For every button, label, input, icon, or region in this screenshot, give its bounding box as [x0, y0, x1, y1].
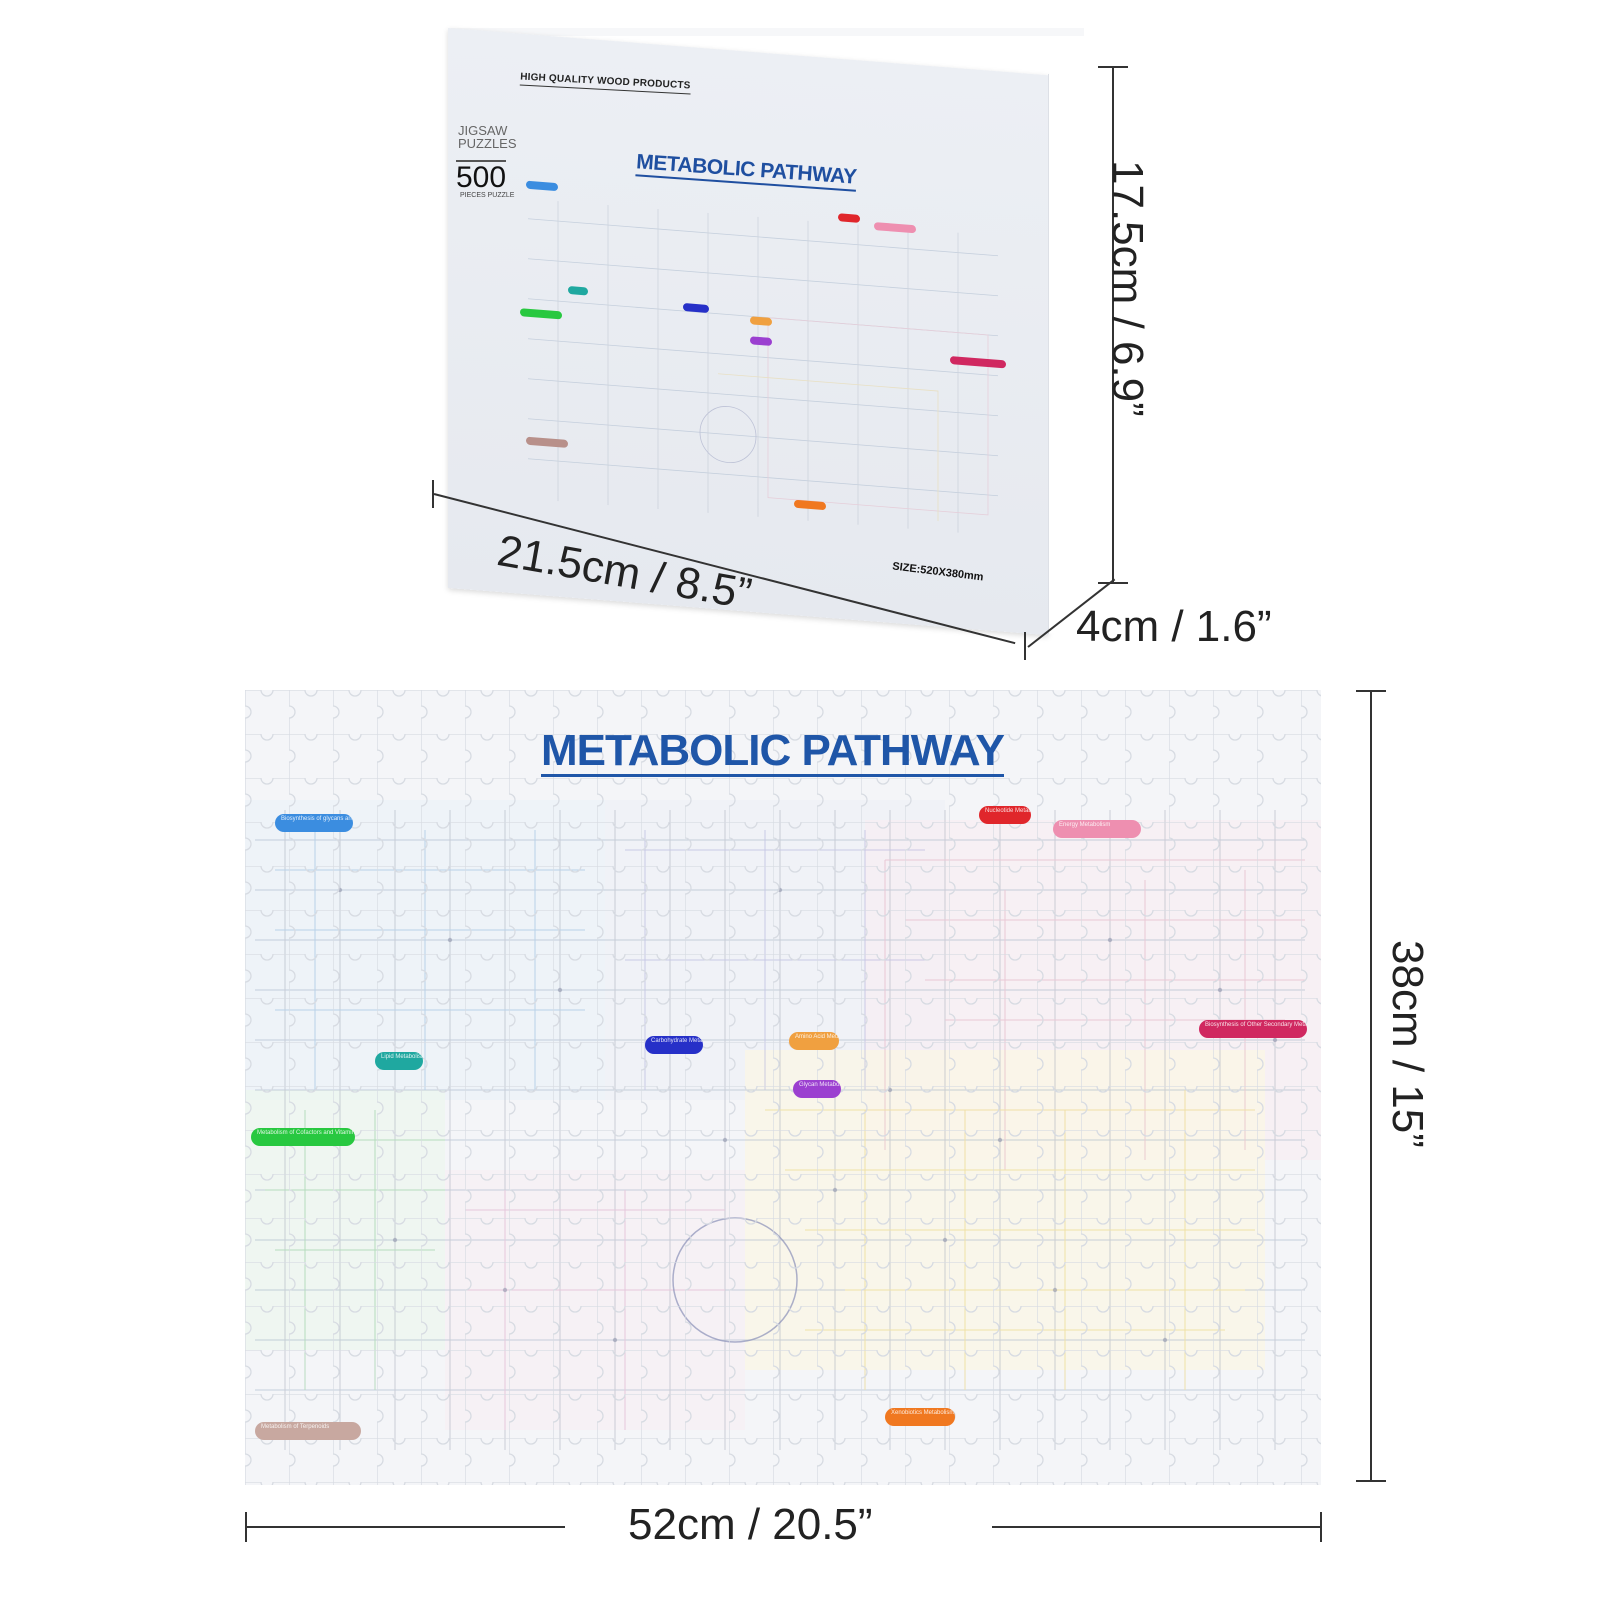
- jigsaw-piece-outlines: [245, 690, 1321, 1485]
- puzzle-width-line-right: [992, 1526, 1322, 1528]
- box-depth-label: 4cm / 1.6”: [1076, 602, 1272, 651]
- label-energy-metabolism: Energy Metabolism: [1053, 820, 1141, 838]
- jigsaw-line-1: JIGSAW: [458, 123, 508, 138]
- box-piece-count: 500: [456, 160, 507, 194]
- jigsaw-line-2: PUZZLES: [458, 136, 517, 151]
- puzzle-height-line: [1370, 690, 1372, 1482]
- label-xenobiotics: Xenobiotics Metabolism: [885, 1408, 955, 1426]
- box-label-glycan: [750, 336, 772, 346]
- box-width-tick-right: [1024, 632, 1026, 660]
- box-body: [440, 28, 1085, 636]
- assembled-puzzle: METABOLIC PATHWAY Biosynthesis of glycan…: [245, 690, 1321, 1485]
- box-label-nucleotide: [838, 213, 860, 223]
- label-amino-acid-metabolism: Amino Acid Metabolism: [789, 1032, 839, 1050]
- puzzle-height-tick-bottom: [1356, 1480, 1386, 1482]
- box-top-edge: [448, 28, 1084, 36]
- box-height-label: 17.5cm / 6.9”: [1103, 160, 1152, 417]
- box-jigsaw-label: JIGSAW PUZZLES: [458, 124, 517, 150]
- box-height-line: [1112, 66, 1114, 584]
- puzzle-height-label: 38cm / 15”: [1383, 940, 1432, 1148]
- label-nucleotide-metabolism: Nucleotide Metabolism: [979, 806, 1031, 824]
- box-label-amino: [750, 316, 772, 326]
- puzzle-width-tick-right: [1320, 1512, 1322, 1542]
- label-cofactors-vitamins: Metabolism of Cofactors and Vitamins: [251, 1128, 355, 1146]
- label-lipid-metabolism: Lipid Metabolism: [375, 1052, 423, 1070]
- box-map-image: [518, 178, 1008, 547]
- label-glycan-metabolism: Glycan Metabolism: [793, 1080, 841, 1098]
- label-glycans-biosynthesis: Biosynthesis of glycans and metabolism: [275, 814, 353, 832]
- box-width-tick-left: [432, 480, 434, 508]
- box-label-lipid: [568, 285, 588, 296]
- label-carbohydrate-metabolism: Carbohydrate Metabolism: [645, 1036, 703, 1054]
- label-terpenoids: Metabolism of Terpenoids: [255, 1422, 361, 1440]
- label-secondary-metabolites: Biosynthesis of Other Secondary Metaboli…: [1199, 1020, 1307, 1038]
- box-side-face: [1048, 67, 1085, 635]
- puzzle-width-label: 52cm / 20.5”: [628, 1500, 873, 1549]
- box-pathway-lines: [528, 201, 998, 533]
- pathway-map-lines: [245, 690, 1321, 1485]
- box-pieces-label: PIECES PUZZLE: [460, 192, 515, 199]
- box-height-tick-bottom: [1098, 582, 1128, 584]
- puzzle-title: METABOLIC PATHWAY: [541, 726, 1005, 777]
- puzzle-width-line-left: [245, 1526, 565, 1528]
